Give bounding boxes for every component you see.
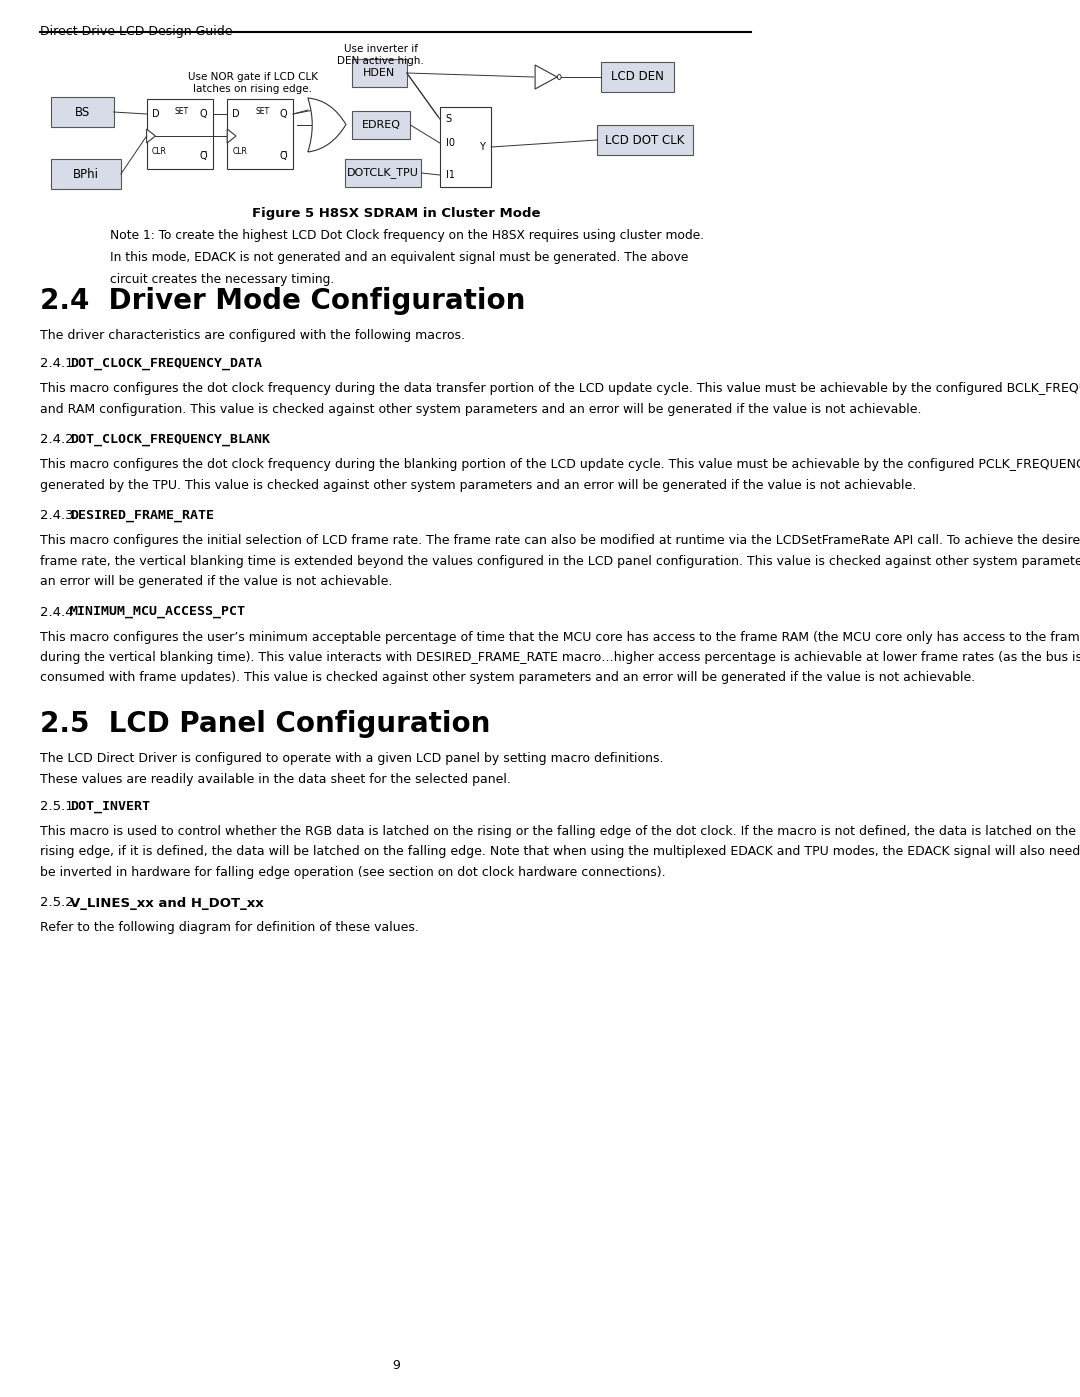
Text: Direct Drive LCD Design Guide: Direct Drive LCD Design Guide <box>40 25 233 38</box>
Bar <box>52 159 121 189</box>
Text: This macro configures the user’s minimum acceptable percentage of time that the : This macro configures the user’s minimum… <box>40 630 1080 644</box>
Text: I1: I1 <box>446 170 455 180</box>
Text: Q̅: Q̅ <box>199 151 206 161</box>
PathPatch shape <box>308 98 346 152</box>
Text: MINIMUM_MCU_ACCESS_PCT: MINIMUM_MCU_ACCESS_PCT <box>69 605 245 619</box>
Bar <box>440 108 491 187</box>
Bar <box>52 96 113 127</box>
Text: frame rate, the vertical blanking time is extended beyond the values configured : frame rate, the vertical blanking time i… <box>40 555 1080 567</box>
Bar <box>147 99 213 169</box>
Circle shape <box>557 74 562 80</box>
Text: BS: BS <box>75 106 90 119</box>
Text: This macro configures the dot clock frequency during the blanking portion of the: This macro configures the dot clock freq… <box>40 458 1080 471</box>
Text: 2.4.4: 2.4.4 <box>40 605 73 619</box>
Text: LCD DOT CLK: LCD DOT CLK <box>606 134 685 147</box>
Polygon shape <box>147 129 156 142</box>
Text: Y: Y <box>480 142 485 152</box>
Text: DOT_CLOCK_FREQUENCY_DATA: DOT_CLOCK_FREQUENCY_DATA <box>69 358 261 370</box>
Text: 2.5.1: 2.5.1 <box>40 800 75 813</box>
Text: BPhi: BPhi <box>73 168 99 180</box>
Text: 2.4.1: 2.4.1 <box>40 358 73 370</box>
Text: 2.4.3: 2.4.3 <box>40 509 73 522</box>
Text: EDREQ: EDREQ <box>362 120 401 130</box>
Text: LCD DEN: LCD DEN <box>611 70 664 84</box>
Text: Q: Q <box>280 109 287 119</box>
Text: Note 1: To create the highest LCD Dot Clock frequency on the H8SX requires using: Note 1: To create the highest LCD Dot Cl… <box>110 229 704 242</box>
Text: SET: SET <box>175 108 189 116</box>
Text: This macro is used to control whether the RGB data is latched on the rising or t: This macro is used to control whether th… <box>40 826 1077 838</box>
Text: Q: Q <box>199 109 206 119</box>
Text: CLR: CLR <box>232 147 247 156</box>
Text: D: D <box>232 109 240 119</box>
Text: 9: 9 <box>392 1359 400 1372</box>
Text: In this mode, EDACK is not generated and an equivalent signal must be generated.: In this mode, EDACK is not generated and… <box>110 251 688 264</box>
Text: 2.4.2: 2.4.2 <box>40 433 73 446</box>
Bar <box>227 99 293 169</box>
Text: be inverted in hardware for falling edge operation (see section on dot clock har: be inverted in hardware for falling edge… <box>40 866 666 879</box>
Text: HDEN: HDEN <box>363 68 395 78</box>
Text: Use inverter if
DEN active high.: Use inverter if DEN active high. <box>337 43 424 66</box>
Text: generated by the TPU. This value is checked against other system parameters and : generated by the TPU. This value is chec… <box>40 479 917 492</box>
Text: DOT_INVERT: DOT_INVERT <box>69 800 150 813</box>
Text: SET: SET <box>255 108 269 116</box>
Text: S: S <box>446 115 451 124</box>
Text: 2.5  LCD Panel Configuration: 2.5 LCD Panel Configuration <box>40 710 490 738</box>
Text: an error will be generated if the value is not achievable.: an error will be generated if the value … <box>40 576 393 588</box>
Text: DOTCLK_TPU: DOTCLK_TPU <box>347 168 419 179</box>
Text: and RAM configuration. This value is checked against other system parameters and: and RAM configuration. This value is che… <box>40 402 922 415</box>
Text: circuit creates the necessary timing.: circuit creates the necessary timing. <box>110 272 334 286</box>
Bar <box>597 124 692 155</box>
Text: 2.5.2: 2.5.2 <box>40 897 75 909</box>
Bar <box>352 110 410 138</box>
Text: D: D <box>151 109 160 119</box>
Bar <box>345 159 421 187</box>
Text: DESIRED_FRAME_RATE: DESIRED_FRAME_RATE <box>69 509 214 522</box>
Text: CLR: CLR <box>151 147 166 156</box>
Text: The driver characteristics are configured with the following macros.: The driver characteristics are configure… <box>40 330 465 342</box>
Text: These values are readily available in the data sheet for the selected panel.: These values are readily available in th… <box>40 773 511 785</box>
Text: during the vertical blanking time). This value interacts with DESIRED_FRAME_RATE: during the vertical blanking time). This… <box>40 651 1080 664</box>
Text: Q̅: Q̅ <box>280 151 287 161</box>
Text: rising edge, if it is defined, the data will be latched on the falling edge. Not: rising edge, if it is defined, the data … <box>40 845 1080 859</box>
Text: V_LINES_xx and H_DOT_xx: V_LINES_xx and H_DOT_xx <box>69 897 264 909</box>
Polygon shape <box>535 66 557 89</box>
Text: 2.4  Driver Mode Configuration: 2.4 Driver Mode Configuration <box>40 286 526 314</box>
Text: Use NOR gate if LCD CLK
latches on rising edge.: Use NOR gate if LCD CLK latches on risin… <box>188 73 318 94</box>
Text: This macro configures the initial selection of LCD frame rate. The frame rate ca: This macro configures the initial select… <box>40 534 1080 548</box>
Text: Figure 5 H8SX SDRAM in Cluster Mode: Figure 5 H8SX SDRAM in Cluster Mode <box>252 207 540 219</box>
Text: The LCD Direct Driver is configured to operate with a given LCD panel by setting: The LCD Direct Driver is configured to o… <box>40 752 664 766</box>
Polygon shape <box>227 129 237 142</box>
Text: I0: I0 <box>446 138 455 148</box>
Bar <box>602 61 674 92</box>
Bar <box>352 59 407 87</box>
Text: Refer to the following diagram for definition of these values.: Refer to the following diagram for defin… <box>40 922 419 935</box>
Text: consumed with frame updates). This value is checked against other system paramet: consumed with frame updates). This value… <box>40 672 975 685</box>
Text: This macro configures the dot clock frequency during the data transfer portion o: This macro configures the dot clock freq… <box>40 381 1080 395</box>
Text: DOT_CLOCK_FREQUENCY_BLANK: DOT_CLOCK_FREQUENCY_BLANK <box>69 433 270 446</box>
